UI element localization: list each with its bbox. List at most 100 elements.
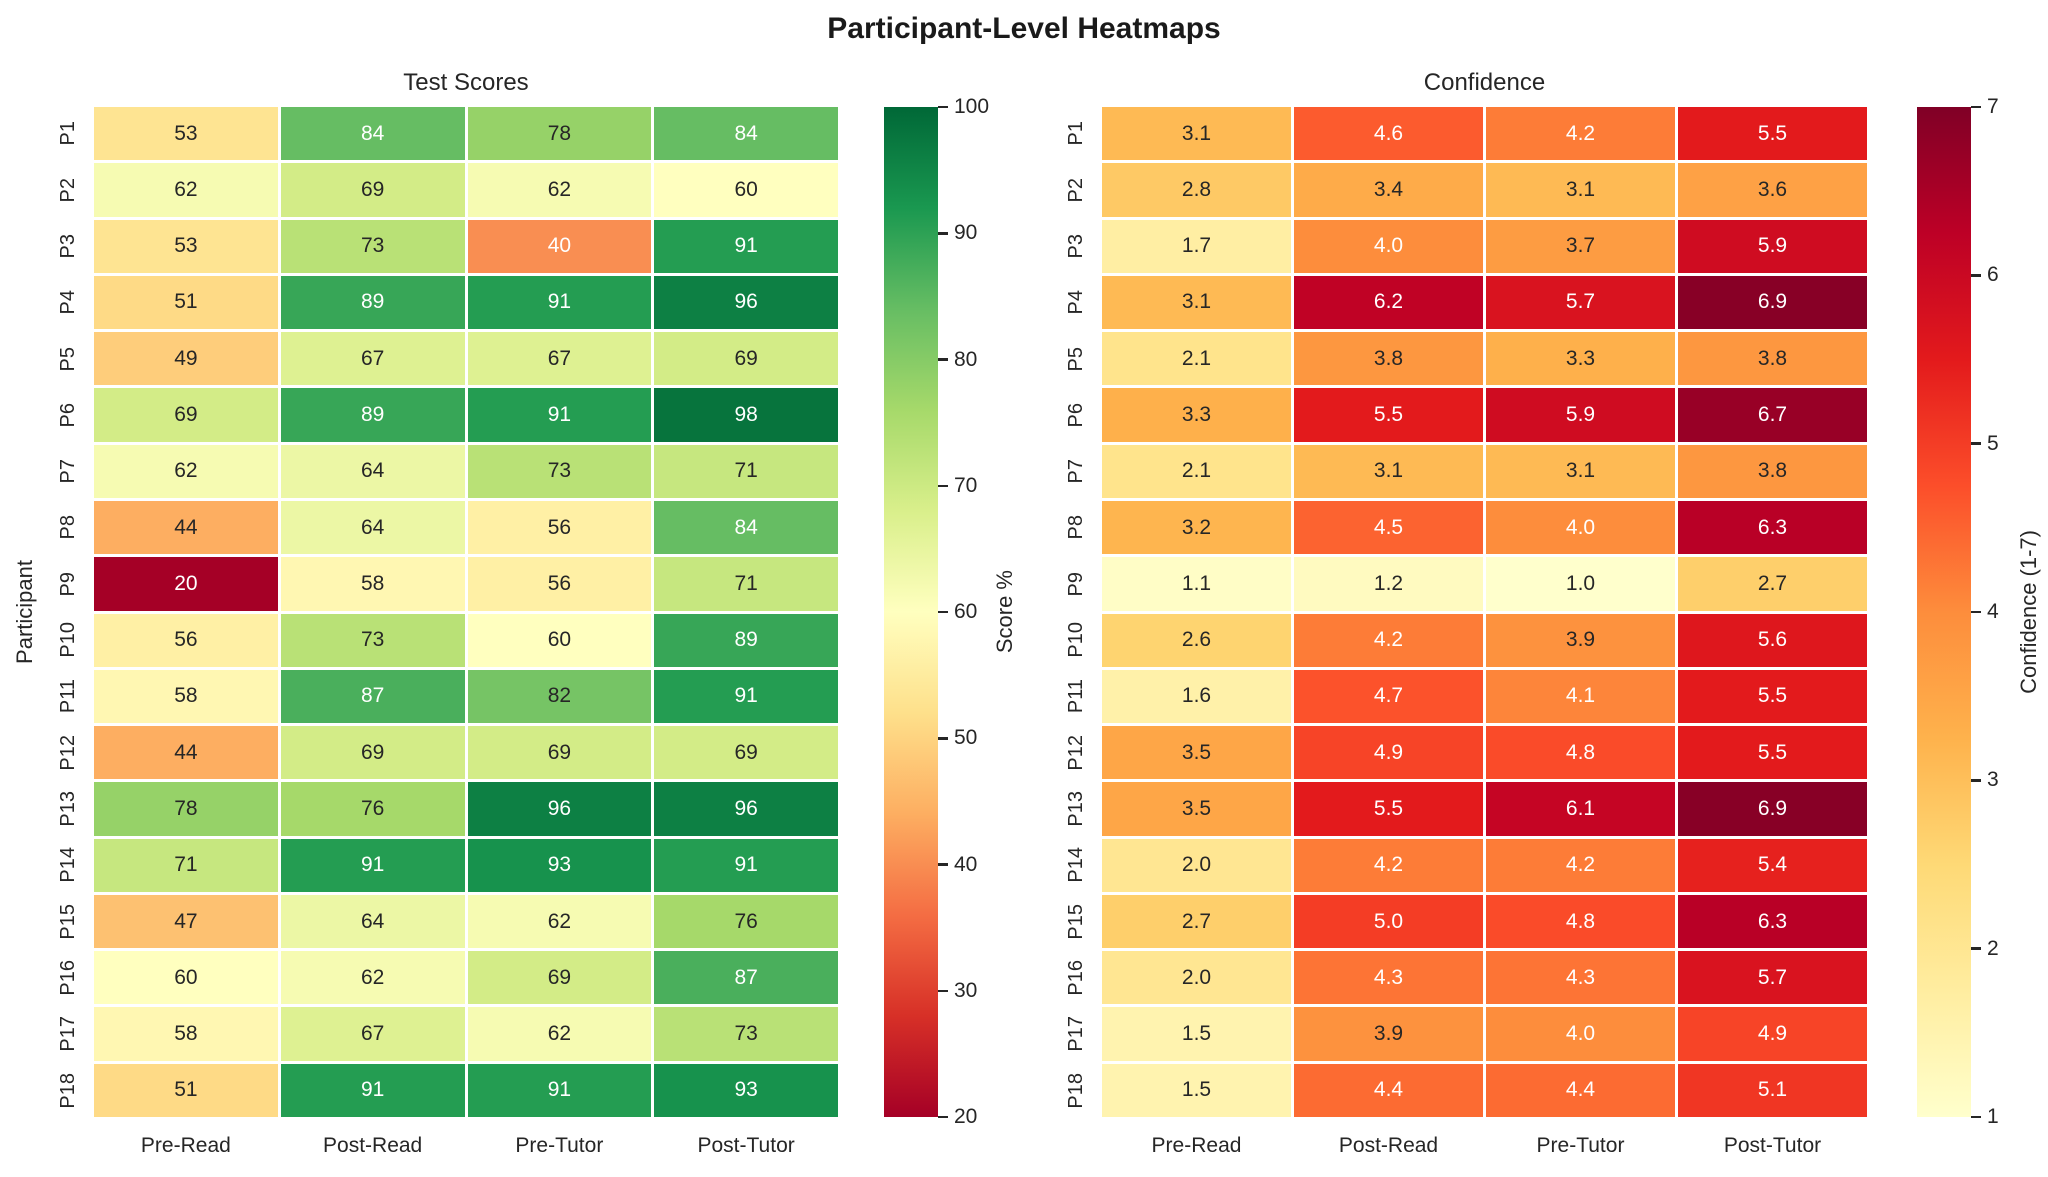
heatmap-cell: 1.5 (1102, 1007, 1291, 1061)
heatmap-cell: 2.6 (1102, 613, 1291, 667)
heatmap-cell: 5.5 (1678, 107, 1867, 161)
heatmap-cell: 98 (654, 388, 838, 442)
heatmap-cell: 64 (280, 444, 465, 498)
heatmap-cell: 62 (467, 163, 652, 217)
colorbar-tick-mark (938, 737, 948, 740)
heatmap-cell: 4.7 (1294, 669, 1483, 724)
heatmap-cell: 6.3 (1678, 894, 1867, 949)
row-tick-label-text: P5 (1064, 346, 1087, 371)
row-tick-label: P9 (42, 557, 94, 610)
heatmap-cell: 5.5 (1678, 726, 1867, 780)
row-tick-label: P13 (42, 782, 94, 835)
heatmap-cell: 53 (94, 107, 278, 161)
row-tick-label: P5 (1050, 332, 1102, 385)
row-tick-label: P14 (42, 839, 94, 892)
column-tick-label: Post-Read (1338, 1134, 1439, 1157)
row-tick-label: P18 (42, 1064, 94, 1117)
colorbar-tick-label: 3 (1987, 768, 1999, 792)
heatmap-cell: 6.1 (1486, 782, 1675, 836)
heatmap-cell: 3.1 (1102, 107, 1291, 161)
column-tick-label: Pre-Tutor (1536, 1134, 1625, 1157)
colorbar-tick-label: 2 (1987, 936, 1999, 960)
heatmap-cell: 3.2 (1102, 500, 1291, 555)
heatmap-cell: 67 (280, 1007, 465, 1061)
score-colorbar-gradient (884, 107, 938, 1117)
row-tick-label: P7 (1050, 445, 1102, 498)
heatmap-cell: 4.9 (1294, 726, 1483, 780)
score-colorbar-label-column: Score % (980, 107, 1030, 1117)
row-tick-label: P2 (1050, 163, 1102, 216)
row-tick-label-text: P12 (56, 734, 79, 771)
colorbar-tick-mark (938, 105, 948, 109)
heatmap-cell: 69 (467, 726, 652, 780)
heatmap-cell: 62 (467, 1007, 652, 1061)
heatmap-cell: 2.1 (1102, 332, 1291, 386)
heatmap-cell: 56 (467, 557, 652, 611)
heatmap-cell: 3.1 (1486, 163, 1675, 217)
heatmap-cell: 4.0 (1486, 1007, 1675, 1061)
heatmap-cell: 2.7 (1102, 894, 1291, 949)
colorbar-tick: 50 (938, 726, 977, 750)
heatmap-cell: 1.0 (1486, 557, 1675, 611)
colorbar-tick-label: 80 (954, 347, 978, 371)
heatmap-cell: 1.1 (1102, 557, 1291, 611)
heatmap-cell: 84 (280, 107, 465, 161)
colorbar-tick: 4 (1971, 600, 1999, 624)
colorbar-tick-mark (938, 610, 948, 614)
heatmap-cell: 53 (94, 219, 278, 273)
heatmap-cell: 4.3 (1294, 951, 1483, 1005)
heatmap-cell: 62 (467, 894, 652, 949)
row-tick-label: P14 (1050, 839, 1102, 892)
row-tick-label-text: P1 (1064, 121, 1087, 146)
row-tick-label: P16 (1050, 951, 1102, 1004)
heatmap-cell: 3.1 (1102, 275, 1291, 330)
row-tick-label-text: P14 (56, 847, 79, 884)
heatmap-cell: 4.4 (1486, 1063, 1675, 1117)
test-scores-panel-title: Test Scores (403, 69, 529, 96)
heatmap-cell: 56 (94, 613, 278, 667)
colorbar-tick-label: 6 (1987, 263, 1999, 287)
heatmap-cell: 69 (654, 726, 838, 780)
row-tick-label: P6 (1050, 388, 1102, 441)
row-tick-label-text: P4 (1064, 290, 1087, 315)
colorbar-tick: 5 (1971, 432, 1999, 456)
heatmap-cell: 82 (467, 669, 652, 724)
colorbar-tick-mark (1971, 947, 1981, 950)
heatmap-cell: 69 (94, 388, 278, 442)
heatmap-cell: 69 (467, 951, 652, 1005)
heatmap-cell: 3.5 (1102, 726, 1291, 780)
heatmap-cell: 20 (94, 557, 278, 611)
heatmap-cell: 60 (654, 163, 838, 217)
colorbar-tick-mark (1971, 105, 1981, 109)
row-tick-label: P11 (42, 670, 94, 723)
heatmap-cell: 3.1 (1486, 444, 1675, 498)
colorbar-tick-label: 20 (954, 1105, 978, 1128)
row-tick-label-text: P12 (1064, 734, 1087, 771)
heatmap-cell: 3.6 (1678, 163, 1867, 217)
row-tick-label-text: P8 (56, 515, 79, 540)
heatmap-cell: 67 (280, 332, 465, 386)
heatmap-cell: 89 (654, 613, 838, 667)
score-colorbar-label: Score % (992, 570, 1017, 654)
heatmap-cell: 87 (280, 669, 465, 724)
heatmap-cell: 91 (467, 1063, 652, 1117)
row-tick-label-text: P1 (56, 121, 79, 146)
heatmap-cell: 1.7 (1102, 219, 1291, 273)
y-axis-label: Participant (12, 560, 37, 664)
heatmap-cell: 6.3 (1678, 500, 1867, 555)
column-tick-labels: Pre-Read Post-Read Pre-Tutor Post-Tutor (1102, 1117, 1867, 1177)
heatmap-grid: 53 84 78 84 62 69 62 60 53 73 40 91 51 89 91 96 49 67 67 69… (94, 107, 838, 1117)
colorbar-tick-label: 30 (954, 978, 978, 1002)
confidence-colorbar-label-column: Confidence (1-7) (2013, 107, 2045, 1117)
heatmap-cell: 73 (654, 1007, 838, 1061)
heatmap-cell: 64 (280, 500, 465, 555)
row-tick-label: P1 (1050, 107, 1102, 160)
colorbar-tick: 2 (1971, 937, 1999, 961)
row-tick-label-text: P3 (56, 233, 79, 259)
heatmap-cell: 4.9 (1678, 1007, 1867, 1061)
heatmap-cell: 5.6 (1678, 613, 1867, 667)
heatmap-cell: 84 (654, 500, 838, 555)
row-tick-label: P16 (42, 951, 94, 1004)
heatmap-cell: 4.4 (1294, 1063, 1483, 1117)
row-tick-label-text: P3 (1064, 233, 1087, 259)
